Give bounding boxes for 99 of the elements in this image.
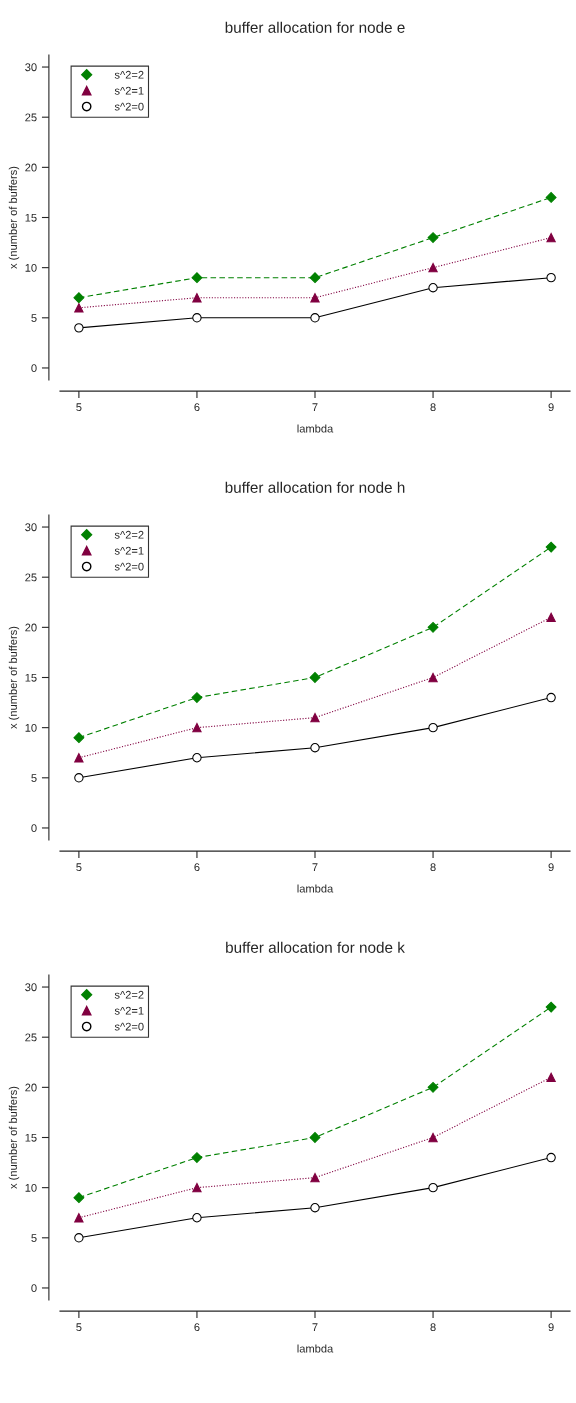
point [309, 672, 321, 683]
point [427, 232, 439, 243]
point [545, 192, 557, 203]
legend-label: s^2=1 [114, 86, 144, 95]
x-tick-label: 5 [76, 1323, 82, 1332]
x-tick-label: 8 [430, 403, 436, 412]
x-axis-title: lambda [297, 1344, 334, 1353]
x-tick-label: 6 [194, 863, 200, 872]
point [428, 1182, 438, 1193]
y-axis-title: x (number of buffers) [8, 1086, 20, 1189]
point [191, 272, 203, 284]
point [428, 672, 438, 683]
point [546, 692, 556, 703]
point [310, 1172, 320, 1183]
x-tick-label: 7 [312, 403, 318, 411]
point [310, 743, 320, 753]
x-tick-label: 5 [76, 863, 82, 872]
point [546, 612, 556, 622]
point [428, 722, 438, 733]
point [546, 232, 556, 243]
y-tick-label: 0 [31, 364, 37, 373]
point [74, 323, 84, 333]
y-tick-label: 25 [25, 573, 37, 582]
point [191, 692, 203, 703]
x-axis-title: lambda [297, 424, 334, 433]
point [309, 272, 321, 284]
legend-label: s^2=1 [114, 1006, 144, 1015]
point [73, 1192, 85, 1204]
point [427, 1081, 439, 1093]
point [428, 1132, 438, 1143]
point [192, 313, 202, 323]
chart-title: buffer allocation for node h [225, 481, 405, 493]
chart-title: buffer allocation for node e [225, 21, 405, 33]
x-tick-label: 8 [430, 863, 436, 872]
y-tick-label: 20 [25, 623, 37, 632]
x-tick-label: 9 [548, 1323, 554, 1332]
point [74, 1233, 84, 1243]
point [310, 1203, 320, 1213]
y-tick-label: 30 [25, 63, 37, 72]
point [192, 722, 202, 733]
y-tick-label: 10 [25, 263, 37, 272]
point [546, 1072, 556, 1082]
x-tick-label: 6 [194, 1323, 200, 1332]
chart-title: buffer allocation for node k [226, 941, 405, 953]
point [192, 1182, 202, 1193]
legend-label: s^2=2 [114, 990, 144, 999]
y-tick-label: 25 [25, 1033, 37, 1042]
legend-label: s^2=2 [114, 70, 144, 79]
point [428, 283, 438, 293]
y-tick-label: 5 [31, 774, 37, 782]
y-axis-title: x (number of buffers) [8, 626, 20, 729]
point [310, 712, 320, 723]
legend-label: s^2=1 [114, 546, 144, 555]
y-tick-label: 20 [25, 163, 37, 172]
point [428, 262, 438, 273]
point [546, 1152, 556, 1163]
y-tick-label: 30 [25, 523, 37, 532]
point [310, 313, 320, 323]
x-tick-label: 7 [312, 1323, 318, 1331]
point [192, 293, 202, 303]
legend-label: s^2=0 [114, 562, 144, 571]
y-axis-title: x (number of buffers) [8, 166, 20, 269]
x-tick-label: 8 [430, 1323, 436, 1332]
point [191, 1152, 203, 1163]
point [192, 1213, 202, 1223]
legend-label: s^2=2 [114, 530, 144, 539]
y-tick-label: 20 [25, 1083, 37, 1092]
point [310, 293, 320, 303]
y-tick-label: 15 [25, 673, 37, 682]
x-tick-label: 7 [312, 863, 318, 871]
y-tick-label: 10 [25, 1183, 37, 1192]
legend-label: s^2=0 [114, 102, 144, 111]
y-tick-label: 0 [31, 1284, 37, 1293]
y-tick-label: 15 [25, 1133, 37, 1142]
point [546, 273, 556, 283]
point [309, 1132, 321, 1143]
point [73, 732, 85, 744]
point [73, 292, 85, 304]
x-axis-title: lambda [297, 884, 334, 893]
x-tick-label: 6 [194, 403, 200, 412]
x-tick-label: 5 [76, 403, 82, 412]
point [74, 753, 84, 763]
y-tick-label: 5 [31, 314, 37, 322]
x-tick-label: 9 [548, 403, 554, 412]
point [74, 303, 84, 313]
legend-label: s^2=0 [114, 1022, 144, 1031]
point [192, 753, 202, 763]
y-tick-label: 0 [31, 824, 37, 833]
y-tick-label: 5 [31, 1234, 37, 1242]
x-tick-label: 9 [548, 863, 554, 872]
point [545, 541, 557, 553]
point [74, 773, 84, 783]
point [74, 1213, 84, 1223]
y-tick-label: 30 [25, 983, 37, 992]
y-tick-label: 25 [25, 113, 37, 122]
point [427, 621, 439, 633]
y-tick-label: 15 [25, 213, 37, 222]
point [545, 1001, 557, 1013]
y-tick-label: 10 [25, 723, 37, 732]
